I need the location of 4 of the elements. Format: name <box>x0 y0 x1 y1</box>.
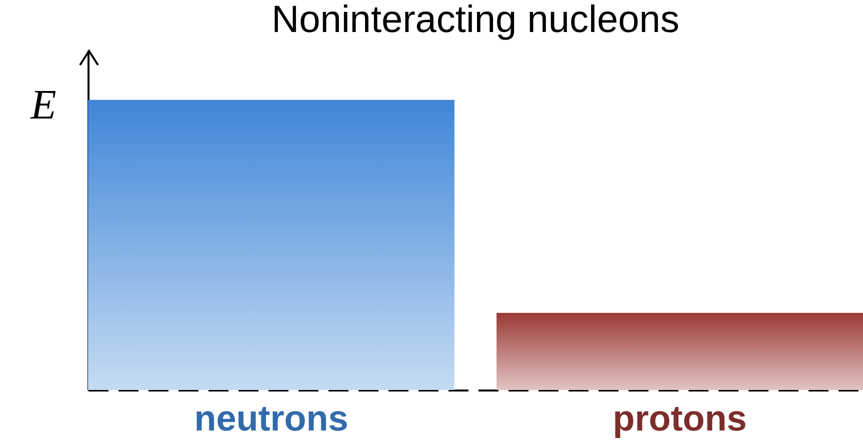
chart-title: Noninteracting nucleons <box>272 0 680 41</box>
x-tick-label: protons <box>612 398 747 438</box>
x-tick-label: neutrons <box>194 398 348 438</box>
y-axis-title: E <box>30 82 56 128</box>
